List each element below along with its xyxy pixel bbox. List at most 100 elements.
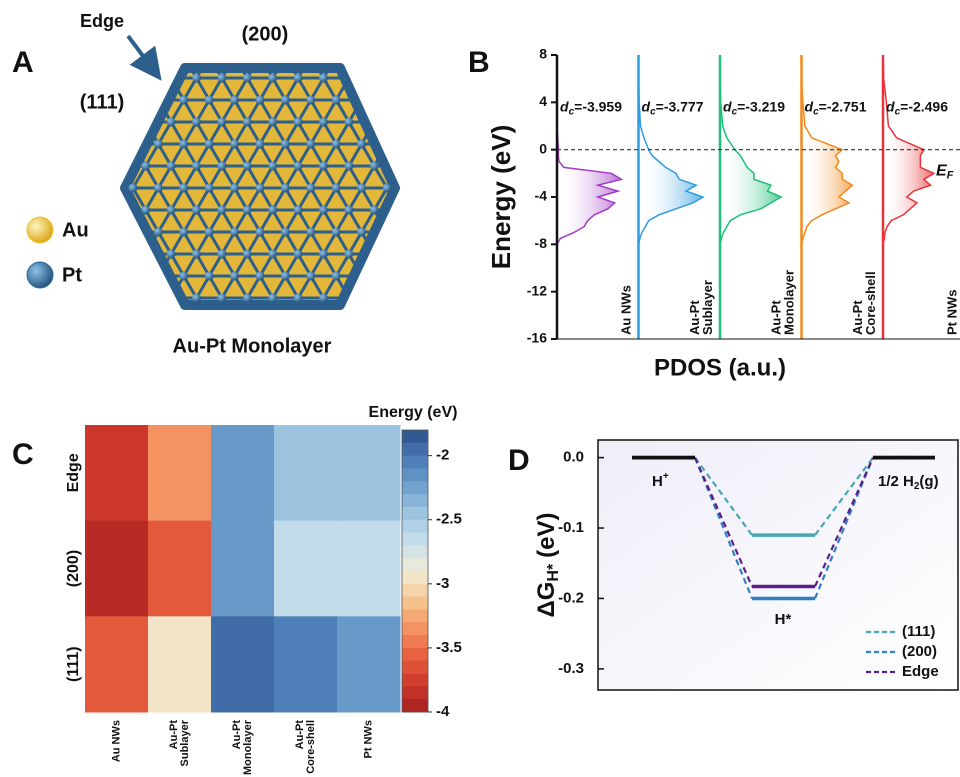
lattice-atom [65, 118, 74, 127]
lattice-atom [243, 74, 252, 83]
lattice-atom [103, 228, 112, 237]
colorbar-step [402, 661, 428, 674]
colorbar-step [402, 699, 428, 712]
legend-sphere [27, 217, 53, 243]
lattice-atom [230, 52, 239, 61]
legend-label: (111) [902, 623, 935, 640]
lattice-atom [192, 250, 201, 259]
lattice-atom [306, 184, 315, 193]
lattice-atom [395, 294, 404, 303]
colorbar-tick-label: -3 [436, 575, 449, 592]
pdos-curve [720, 55, 781, 244]
lattice-atom [129, 140, 138, 149]
lattice-atom [306, 52, 315, 61]
lattice-atom [408, 184, 417, 193]
lattice-atom [154, 184, 163, 193]
edge-label: Edge [80, 11, 124, 31]
lattice-atom [243, 162, 252, 171]
lattice-atom [103, 140, 112, 149]
lattice-atom [154, 316, 163, 325]
lattice-atom [243, 250, 252, 259]
lattice-atom [433, 96, 442, 105]
lattice-atom [179, 316, 188, 325]
y-tick-label: 0 [539, 140, 547, 156]
dc-label-part: -3.777 [664, 98, 704, 114]
lattice-atom [268, 74, 277, 83]
lattice-atom [52, 228, 61, 237]
state-label: 1/2 H2(g) [878, 473, 939, 492]
colorbar-step [402, 443, 428, 456]
colorbar-step [402, 635, 428, 648]
colorbar-step [402, 674, 428, 687]
state-label: H* [775, 611, 792, 628]
dc-label-part: = [900, 98, 908, 114]
lattice-atom [446, 74, 455, 83]
caption: Au-Pt Monolayer [173, 335, 332, 357]
legend-label: Pt [62, 264, 82, 286]
lattice-atom [268, 162, 277, 171]
heat-cell [337, 425, 401, 521]
lattice-atom [294, 162, 303, 171]
legend-label: Edge [902, 663, 939, 680]
lattice-atom [471, 118, 480, 127]
lattice-atom [179, 272, 188, 281]
heat-cell [148, 425, 212, 521]
dc-label-part: -2.496 [908, 98, 948, 114]
lattice-atom [103, 316, 112, 325]
colorbar-step [402, 648, 428, 661]
lattice-atom [306, 96, 315, 105]
row-label: (111) [65, 646, 82, 682]
lattice-atom [383, 272, 392, 281]
lattice-atom [90, 118, 99, 127]
lattice-atom [459, 184, 468, 193]
facet-side-label: (111) [80, 91, 124, 113]
lattice-atom [268, 294, 277, 303]
lattice-atom [103, 184, 112, 193]
heat-cell [211, 521, 275, 617]
lattice-atom [459, 96, 468, 105]
lattice-atom [141, 74, 150, 83]
y-tick-label: -8 [535, 235, 548, 251]
lattice-atom [306, 228, 315, 237]
y-axis-label-part: H* [545, 563, 562, 582]
colorbar-step [402, 558, 428, 571]
colorbar-step [402, 545, 428, 558]
lattice-atom [217, 162, 226, 171]
lattice-atom [179, 96, 188, 105]
lattice-atom [192, 74, 201, 83]
y-axis-label-part: (eV) [533, 512, 560, 557]
lattice-atom [459, 140, 468, 149]
heat-cell [148, 616, 212, 712]
lattice-atom [256, 272, 265, 281]
lattice-atom [433, 140, 442, 149]
heat-cell [337, 521, 401, 617]
colorbar-step [402, 597, 428, 610]
lattice-atom [256, 316, 265, 325]
series-label: Sublayer [700, 280, 715, 335]
lattice-atom [332, 272, 341, 281]
lattice-atom [205, 316, 214, 325]
series-label: Monolayer [781, 270, 796, 335]
lattice-atom [129, 52, 138, 61]
lattice-atom [332, 228, 341, 237]
heat-cell [85, 521, 149, 617]
lattice-atom [408, 228, 417, 237]
lattice-atom [192, 118, 201, 127]
y-tick-label: 4 [539, 93, 547, 109]
lattice-atom [141, 162, 150, 171]
lattice-atom [52, 272, 61, 281]
heat-cell [85, 616, 149, 712]
y-tick-label: 8 [539, 46, 547, 62]
lattice-atom [357, 52, 366, 61]
lattice-atom [332, 52, 341, 61]
row-label: (200) [65, 550, 82, 587]
lattice-atom [217, 74, 226, 83]
colorbar-step [402, 533, 428, 546]
lattice-atom [332, 96, 341, 105]
lattice-atom [154, 52, 163, 61]
lattice-atom [459, 52, 468, 61]
legend-label: (200) [902, 643, 937, 660]
lattice-atom [306, 316, 315, 325]
y-tick-label: -12 [527, 282, 547, 298]
lattice-atom [103, 52, 112, 61]
